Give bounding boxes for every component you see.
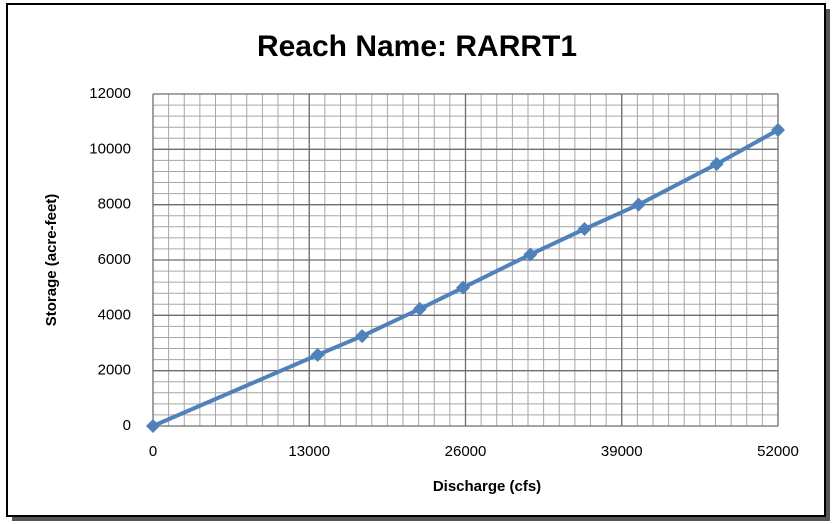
y-axis-label: Storage (acre-feet) — [43, 194, 60, 327]
data-point — [456, 280, 471, 295]
chart-title: Reach Name: RARRT1 — [257, 30, 577, 63]
x-tick-label: 0 — [149, 443, 157, 460]
x-axis-label: Discharge (cfs) — [433, 478, 541, 495]
x-tick-label: 52000 — [757, 443, 799, 460]
data-point — [412, 301, 427, 316]
data-point — [771, 122, 785, 137]
data-point — [709, 156, 724, 171]
y-tick-label: 8000 — [98, 196, 131, 213]
y-tick-label: 10000 — [89, 140, 131, 157]
y-tick-label: 4000 — [98, 306, 131, 323]
y-tick-label: 6000 — [98, 251, 131, 268]
data-point — [146, 419, 160, 433]
y-tick-label: 2000 — [98, 362, 131, 379]
y-tick-label: 0 — [123, 417, 131, 434]
data-point — [523, 247, 538, 262]
data-line — [152, 128, 779, 428]
data-point — [577, 222, 592, 237]
y-tick-label: 12000 — [89, 85, 131, 102]
data-point — [355, 329, 370, 344]
x-tick-label: 39000 — [601, 443, 643, 460]
data-point — [631, 197, 646, 212]
data-point — [310, 347, 325, 362]
x-tick-label: 13000 — [288, 443, 330, 460]
x-tick-label: 26000 — [445, 443, 487, 460]
